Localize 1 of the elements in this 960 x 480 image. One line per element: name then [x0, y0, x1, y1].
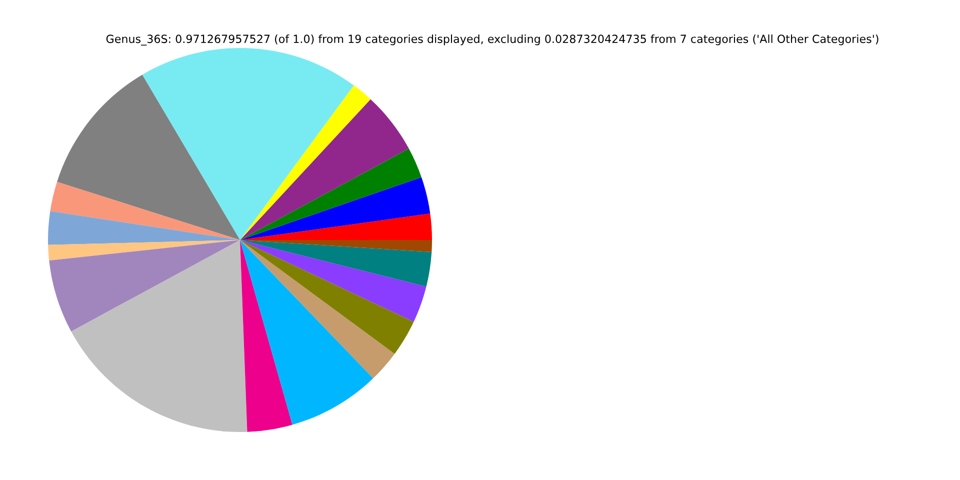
text: Genus_36S: 0.971267957527 (of 1.0) from 19 categories displayed, excluding 0.0287320424735 from 7 categories ('All Other Categories')	[106, 34, 878, 46]
